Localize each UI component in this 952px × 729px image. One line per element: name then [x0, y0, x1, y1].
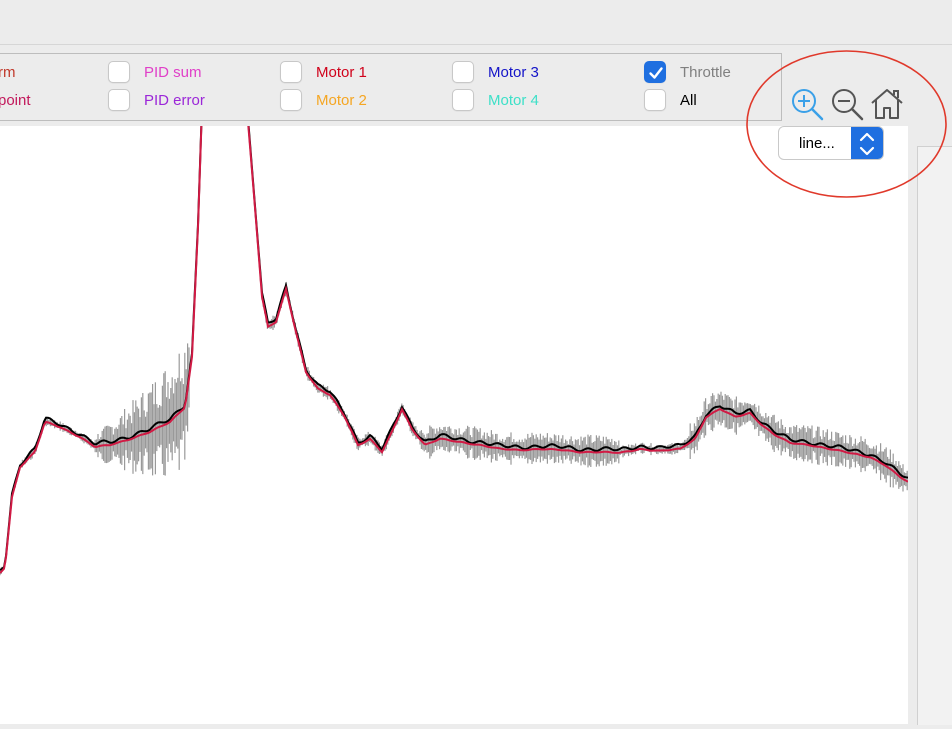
plot-area[interactable] [0, 100, 909, 724]
checkbox-pid-sum[interactable] [108, 61, 130, 83]
zoom-in-button[interactable] [789, 86, 825, 122]
zoom-out-button[interactable] [829, 86, 865, 122]
chevron-updown-icon [851, 127, 883, 159]
gyro-raw-trace [0, 102, 908, 576]
legend-label-motor-2: Motor 2 [316, 92, 367, 109]
legend-label-motor-3: Motor 3 [488, 64, 539, 81]
right-side-panel [908, 126, 952, 725]
right-panel-inner [917, 146, 952, 725]
home-icon [871, 89, 903, 119]
checkbox-motor-1[interactable] [280, 61, 302, 83]
legend-label-throttle: Throttle [680, 64, 731, 81]
window-top-bar [0, 0, 952, 45]
checkbox-motor-3[interactable] [452, 61, 474, 83]
legend-label-pid-error: PID error [144, 92, 205, 109]
red-trace [0, 105, 909, 574]
checkbox-throttle[interactable] [644, 61, 666, 83]
legend-label-all: All [680, 92, 697, 109]
legend-label-motor-1: Motor 1 [316, 64, 367, 81]
zoom-in-icon [792, 89, 824, 121]
legend-label-setpoint: point [0, 92, 31, 109]
checkbox-motor-2[interactable] [280, 89, 302, 111]
checkmark-icon [649, 67, 663, 79]
plot-style-select-value: line... [799, 135, 835, 152]
legend-label-pid-sum: PID sum [144, 64, 202, 81]
legend-panel: rm point PID sum PID error Motor 1 Motor… [0, 53, 782, 121]
legend-label-term: rm [0, 64, 16, 81]
zoom-out-icon [832, 89, 864, 121]
checkbox-pid-error[interactable] [108, 89, 130, 111]
home-button[interactable] [869, 86, 905, 122]
black-trace [0, 100, 909, 571]
plot-style-select[interactable]: line... [778, 126, 884, 160]
plot-svg [0, 100, 909, 576]
checkbox-all[interactable] [644, 89, 666, 111]
checkbox-motor-4[interactable] [452, 89, 474, 111]
legend-label-motor-4: Motor 4 [488, 92, 539, 109]
